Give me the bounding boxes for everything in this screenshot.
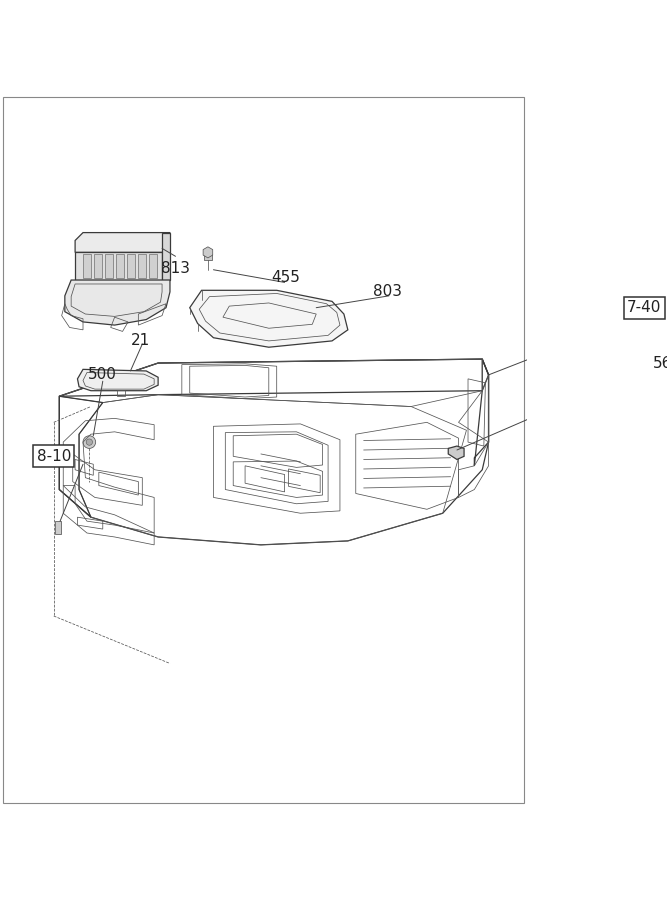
- Text: 803: 803: [373, 284, 402, 300]
- Circle shape: [83, 436, 95, 448]
- Polygon shape: [105, 254, 113, 278]
- Polygon shape: [65, 280, 170, 325]
- Polygon shape: [77, 369, 158, 391]
- Polygon shape: [204, 254, 212, 260]
- Polygon shape: [149, 254, 157, 278]
- Text: 56: 56: [653, 356, 667, 371]
- Text: 7-40: 7-40: [627, 301, 662, 315]
- Polygon shape: [162, 232, 170, 280]
- Text: 813: 813: [161, 261, 190, 275]
- Polygon shape: [116, 254, 124, 278]
- Polygon shape: [189, 291, 348, 347]
- Polygon shape: [75, 252, 162, 280]
- Polygon shape: [138, 254, 146, 278]
- Text: 455: 455: [271, 270, 301, 285]
- Polygon shape: [83, 254, 91, 278]
- Polygon shape: [55, 521, 61, 534]
- Text: 8-10: 8-10: [37, 449, 71, 464]
- Circle shape: [86, 439, 93, 446]
- Polygon shape: [75, 232, 170, 252]
- Polygon shape: [127, 254, 135, 278]
- Polygon shape: [94, 254, 102, 278]
- Polygon shape: [448, 446, 464, 460]
- Polygon shape: [203, 247, 213, 258]
- Text: 21: 21: [131, 333, 150, 348]
- Text: 500: 500: [88, 367, 117, 382]
